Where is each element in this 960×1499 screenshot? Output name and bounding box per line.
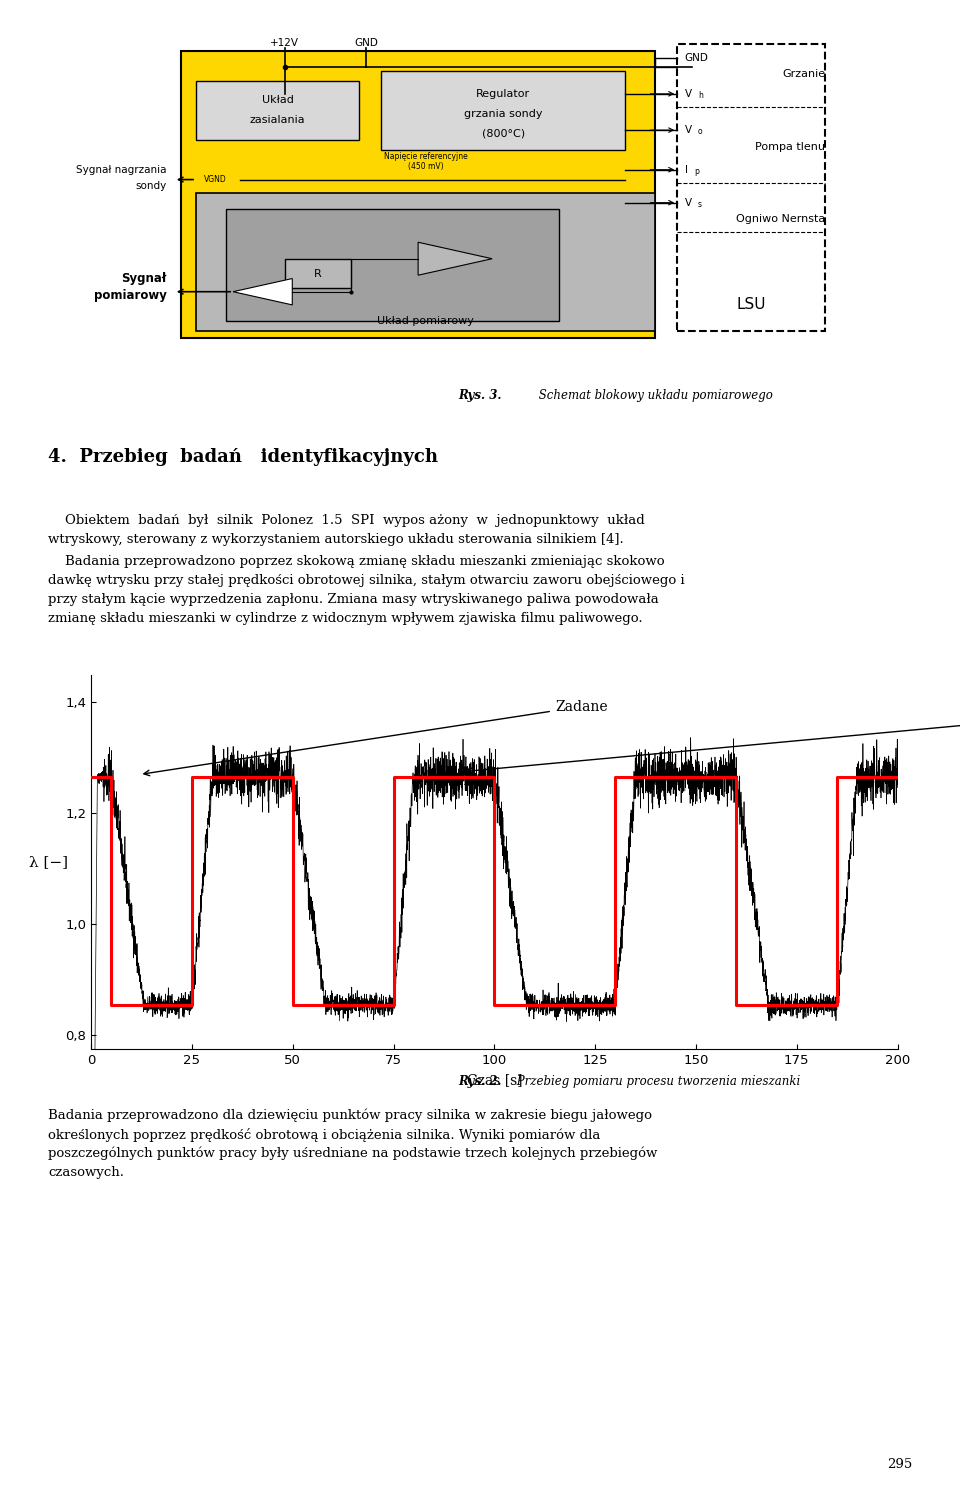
Text: V: V <box>684 124 692 135</box>
FancyBboxPatch shape <box>677 45 826 331</box>
Text: Badania przeprowadzono dla dziewięciu punktów pracy silnika w zakresie biegu jał: Badania przeprowadzono dla dziewięciu pu… <box>48 1109 652 1123</box>
Text: V: V <box>684 88 692 99</box>
Text: Obiektem  badań  był  silnik  Polonez  1.5  SPI  wypos ażony  w  jednopunktowy  : Obiektem badań był silnik Polonez 1.5 SP… <box>48 514 645 528</box>
Text: Badania przeprowadzono poprzez skokową zmianę składu mieszanki zmieniając skokow: Badania przeprowadzono poprzez skokową z… <box>48 555 664 568</box>
Text: Sygnał nagrzania: Sygnał nagrzania <box>76 165 166 175</box>
FancyBboxPatch shape <box>285 259 351 288</box>
Text: V: V <box>684 198 692 208</box>
Text: Napięcie referencyjne: Napięcie referencyjne <box>384 151 468 160</box>
Text: Rys. 2.: Rys. 2. <box>458 1075 502 1088</box>
FancyBboxPatch shape <box>381 70 625 150</box>
Text: (800°C): (800°C) <box>482 129 525 138</box>
Text: czasowych.: czasowych. <box>48 1166 124 1180</box>
Text: o: o <box>698 127 703 136</box>
Text: grzania sondy: grzania sondy <box>464 108 542 118</box>
Text: dawkę wtrysku przy stałej prędkości obrotowej silnika, stałym otwarciu zaworu ob: dawkę wtrysku przy stałej prędkości obro… <box>48 574 684 588</box>
X-axis label: Czas [s]: Czas [s] <box>467 1073 522 1087</box>
Text: GND: GND <box>684 52 708 63</box>
Text: s: s <box>698 199 702 208</box>
Y-axis label: λ [−]: λ [−] <box>29 854 68 869</box>
Text: Uzyskane: Uzyskane <box>467 700 960 773</box>
Text: Rys. 3.: Rys. 3. <box>458 388 502 402</box>
Text: Schemat blokowy układu pomiarowego: Schemat blokowy układu pomiarowego <box>535 388 773 402</box>
Text: sondy: sondy <box>135 181 166 192</box>
Text: 4.  Przebieg  badań   identyfikacyjnych: 4. Przebieg badań identyfikacyjnych <box>48 448 438 466</box>
Text: Sygnał: Sygnał <box>121 271 166 285</box>
Text: +12V: +12V <box>271 37 300 48</box>
Text: p: p <box>694 166 699 175</box>
Text: wtryskowy, sterowany z wykorzystaniem autorskiego układu sterowania silnikiem [4: wtryskowy, sterowany z wykorzystaniem au… <box>48 534 624 546</box>
Text: Grzanie: Grzanie <box>782 69 826 79</box>
Polygon shape <box>233 279 292 304</box>
FancyBboxPatch shape <box>196 81 359 139</box>
Text: Zadane: Zadane <box>144 700 608 775</box>
Text: przy stałym kącie wyprzedzenia zapłonu. Zmiana masy wtryskiwanego paliwa powodow: przy stałym kącie wyprzedzenia zapłonu. … <box>48 594 659 606</box>
Text: Regulator: Regulator <box>476 88 530 99</box>
Text: 295: 295 <box>887 1459 912 1472</box>
Text: VGND: VGND <box>204 175 227 184</box>
Text: Układ pomiarowy: Układ pomiarowy <box>377 316 474 327</box>
Text: h: h <box>698 91 703 100</box>
Text: zmianę składu mieszanki w cylindrze z widocznym wpływem zjawiska filmu paliwoweg: zmianę składu mieszanki w cylindrze z wi… <box>48 612 642 625</box>
Text: zasialania: zasialania <box>250 115 305 126</box>
Text: R: R <box>314 268 322 279</box>
Text: GND: GND <box>354 37 378 48</box>
Text: Układ: Układ <box>261 96 294 105</box>
Text: pomiarowy: pomiarowy <box>93 288 166 301</box>
Text: Ogniwo Nernsta: Ogniwo Nernsta <box>736 214 826 225</box>
FancyBboxPatch shape <box>181 51 655 337</box>
Text: I: I <box>684 165 687 175</box>
Text: określonych poprzez prędkość obrotową i obciążenia silnika. Wyniki pomiarów dla: określonych poprzez prędkość obrotową i … <box>48 1129 600 1142</box>
Text: LSU: LSU <box>736 297 766 312</box>
Text: Przebieg pomiaru procesu tworzenia mieszanki: Przebieg pomiaru procesu tworzenia miesz… <box>513 1075 801 1088</box>
FancyBboxPatch shape <box>226 210 559 321</box>
FancyBboxPatch shape <box>196 193 655 331</box>
Text: poszczególnych punktów pracy były uśredniane na podstawie trzech kolejnych przeb: poszczególnych punktów pracy były uśredn… <box>48 1147 658 1160</box>
Text: Pompa tlenu: Pompa tlenu <box>756 141 826 151</box>
Polygon shape <box>419 243 492 276</box>
Text: (450 mV): (450 mV) <box>408 162 444 171</box>
